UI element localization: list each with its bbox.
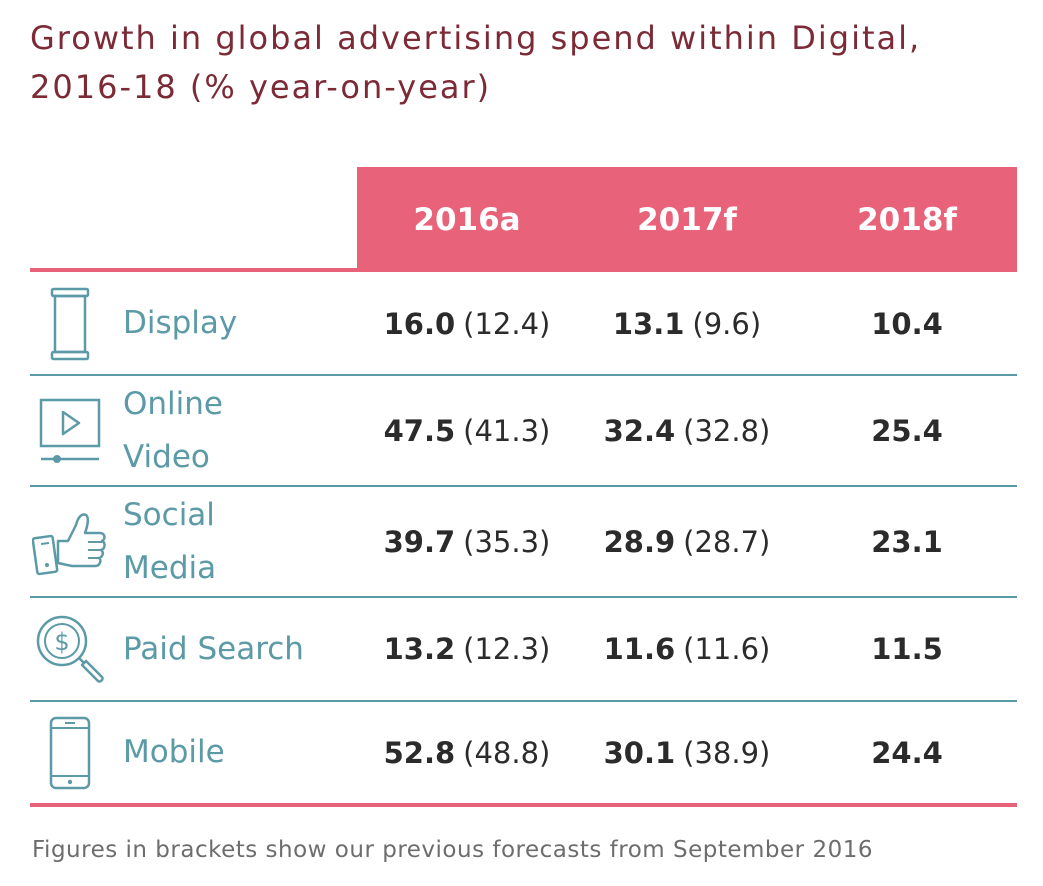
row-label-social-media: Social Media	[123, 497, 217, 586]
table-row-paid-search: $ Paid Search 13.2 (12.3) 11.6 (11.6) 11.5	[30, 598, 1017, 700]
cell-social-media-2018: 23.1	[871, 525, 943, 559]
footnote: Figures in brackets show our previous fo…	[32, 837, 873, 863]
dollar-magnifier-icon: $	[30, 598, 110, 700]
row-label-online-video: Online Video	[123, 386, 223, 475]
cell-online-video-2017: 32.4 (32.8)	[603, 414, 771, 448]
cell-paid-search-2018: 11.5	[871, 632, 943, 666]
video-player-icon	[30, 376, 110, 486]
row-divider	[30, 596, 1017, 598]
cell-mobile-2018: 24.4	[871, 735, 943, 770]
cell-mobile-2017: 30.1 (38.9)	[603, 735, 771, 770]
cell-social-media-2017: 28.9 (28.7)	[603, 525, 771, 559]
row-label-mobile: Mobile	[123, 734, 225, 770]
table-row-social-media: Social Media 39.7 (35.3) 28.9 (28.7) 23.1	[30, 487, 1017, 597]
column-header-2016a: 2016a	[413, 201, 521, 238]
cell-mobile-2016: 52.8 (48.8)	[383, 735, 551, 770]
row-divider	[30, 700, 1017, 702]
cell-display-2018: 10.4	[871, 306, 943, 341]
header-divider	[30, 268, 1017, 272]
cell-display-2017: 13.1 (9.6)	[612, 306, 762, 341]
cell-display-2016: 16.0 (12.4)	[383, 306, 551, 341]
table-row-mobile: Mobile 52.8 (48.8) 30.1 (38.9) 24.4	[30, 702, 1017, 803]
smartphone-icon	[30, 702, 110, 803]
table-header: 2016a 2017f 2018f	[357, 167, 1017, 272]
row-divider	[30, 374, 1017, 376]
display-banner-icon	[30, 272, 110, 375]
row-label-paid-search: Paid Search	[123, 630, 304, 667]
column-header-2018f: 2018f	[857, 201, 957, 238]
row-label-display: Display	[123, 305, 238, 341]
cell-paid-search-2016: 13.2 (12.3)	[383, 632, 551, 666]
cell-social-media-2016: 39.7 (35.3)	[383, 525, 551, 559]
chart-title: Growth in global advertising spend withi…	[30, 19, 922, 106]
column-header-2017f: 2017f	[637, 201, 737, 238]
table-bottom-divider	[30, 803, 1017, 807]
table-row-display: Display 16.0 (12.4) 13.1 (9.6) 10.4	[30, 272, 1017, 375]
cell-online-video-2016: 47.5 (41.3)	[383, 414, 551, 448]
svg-text:$: $	[54, 628, 69, 656]
cell-online-video-2018: 25.4	[871, 414, 943, 448]
row-divider	[30, 485, 1017, 487]
cell-paid-search-2017: 11.6 (11.6)	[603, 632, 771, 666]
table-row-online-video: Online Video 47.5 (41.3) 32.4 (32.8) 25.4	[30, 376, 1017, 486]
thumbs-up-phone-icon	[30, 487, 110, 597]
